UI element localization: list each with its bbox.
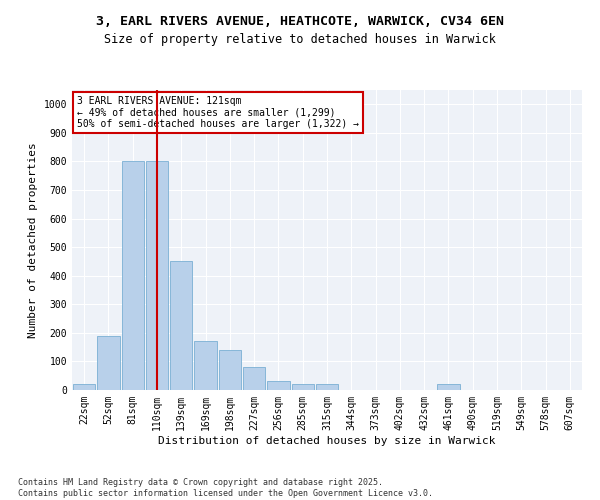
Text: Contains HM Land Registry data © Crown copyright and database right 2025.
Contai: Contains HM Land Registry data © Crown c… (18, 478, 433, 498)
Bar (316, 384, 338, 390)
X-axis label: Distribution of detached houses by size in Warwick: Distribution of detached houses by size … (158, 436, 496, 446)
Bar (292, 384, 314, 390)
Bar (243, 367, 265, 390)
Bar (146, 162, 168, 390)
Bar (218, 350, 241, 390)
Bar (194, 342, 217, 390)
Bar (97, 336, 119, 390)
Bar (437, 384, 460, 390)
Bar (267, 382, 290, 390)
Bar (170, 262, 193, 390)
Text: 3, EARL RIVERS AVENUE, HEATHCOTE, WARWICK, CV34 6EN: 3, EARL RIVERS AVENUE, HEATHCOTE, WARWIC… (96, 15, 504, 28)
Bar (73, 384, 95, 390)
Y-axis label: Number of detached properties: Number of detached properties (28, 142, 38, 338)
Text: Size of property relative to detached houses in Warwick: Size of property relative to detached ho… (104, 32, 496, 46)
Bar (122, 162, 144, 390)
Text: 3 EARL RIVERS AVENUE: 121sqm
← 49% of detached houses are smaller (1,299)
50% of: 3 EARL RIVERS AVENUE: 121sqm ← 49% of de… (77, 96, 359, 129)
